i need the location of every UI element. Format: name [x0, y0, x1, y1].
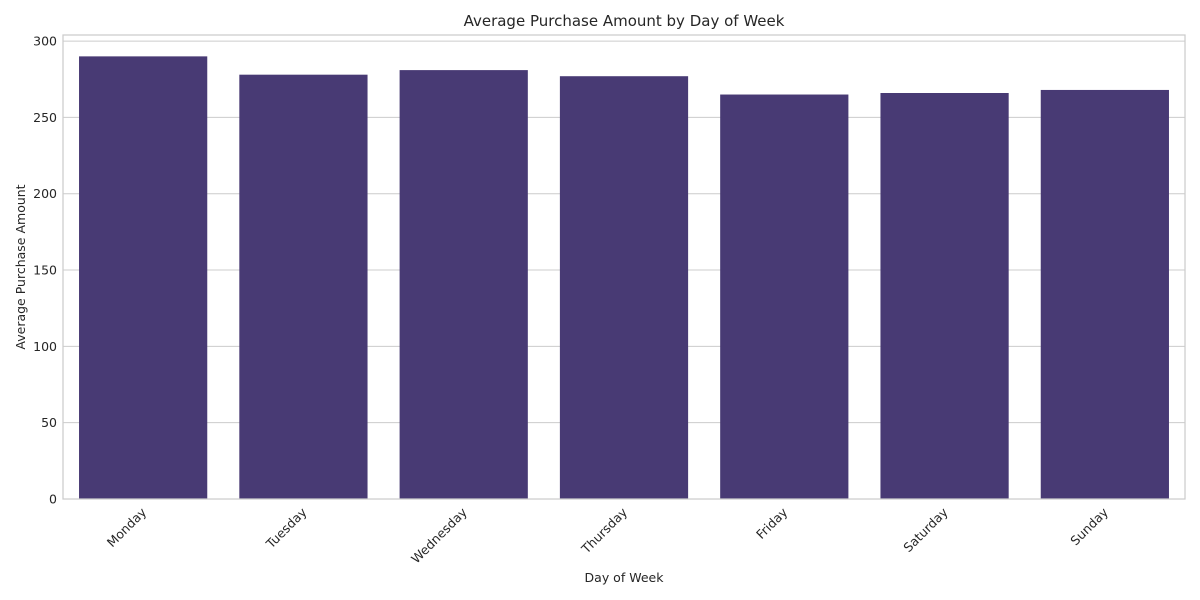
y-tick-label: 0 [49, 492, 57, 507]
x-tick-label: Wednesday [408, 504, 470, 566]
chart-title: Average Purchase Amount by Day of Week [464, 12, 785, 30]
x-tick-label: Tuesday [262, 504, 310, 552]
plot-frame [62, 34, 1186, 500]
y-tick-label: 300 [33, 34, 57, 49]
x-tick-label: Friday [753, 504, 791, 542]
bars [79, 56, 1169, 500]
y-axis-ticks: 0 50 100 150 200 250 300 [33, 34, 57, 507]
x-tick-label: Saturday [900, 504, 951, 555]
bar-saturday [880, 93, 1009, 499]
bar-monday [79, 56, 208, 500]
bar-thursday [559, 76, 689, 500]
x-tick-label: Sunday [1067, 504, 1111, 548]
bar-tuesday [239, 74, 368, 500]
y-tick-label: 150 [33, 263, 57, 278]
x-tick-label: Thursday [578, 504, 631, 557]
bar-friday [720, 94, 849, 500]
x-axis-label: Day of Week [585, 570, 665, 585]
y-tick-label: 200 [33, 186, 57, 201]
x-axis-ticks: Monday Tuesday Wednesday Thursday Friday Satu… [104, 504, 1112, 566]
y-tick-label: 100 [33, 339, 57, 354]
x-tick-label: Monday [104, 504, 150, 550]
y-tick-label: 50 [41, 415, 57, 430]
y-tick-label: 250 [33, 110, 57, 125]
bar-wednesday [399, 70, 528, 500]
y-axis-label: Average Purchase Amount [13, 184, 28, 349]
bar-sunday [1040, 89, 1169, 500]
